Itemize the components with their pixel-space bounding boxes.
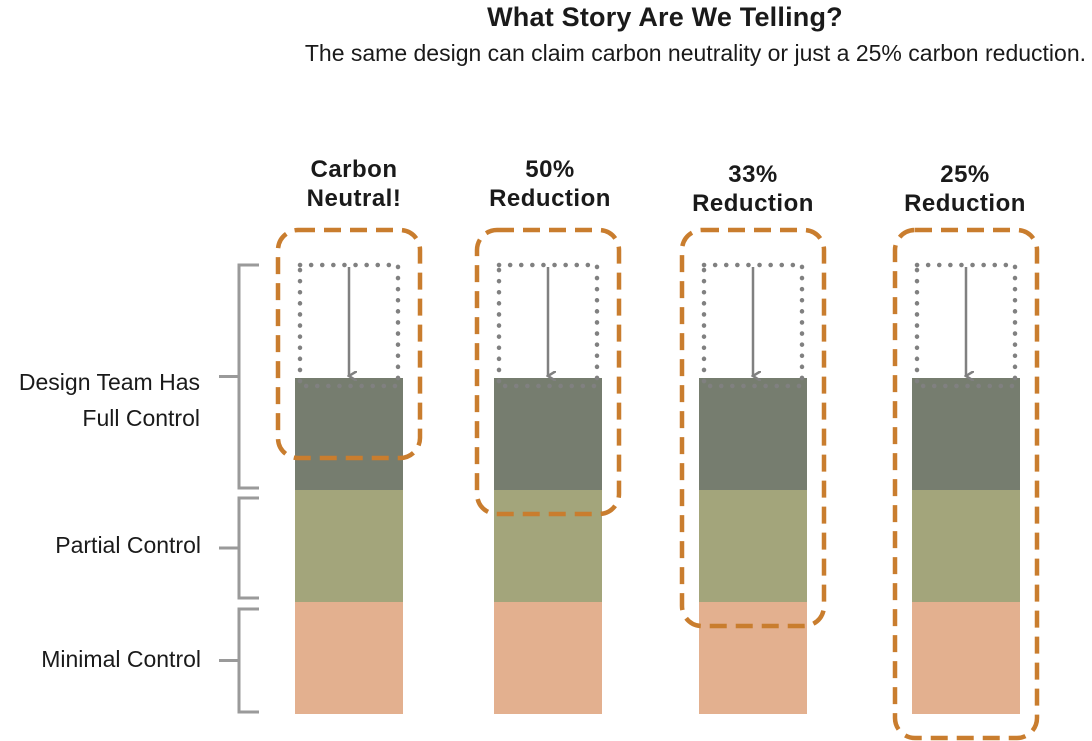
row-label-line2: Full Control	[82, 405, 200, 431]
scenario-label-line1: 25%	[940, 161, 990, 188]
target-dotted-box	[496, 262, 600, 389]
scenario-label-33-reduction: 33% Reduction	[668, 160, 838, 218]
bar-segment-partial-control	[699, 490, 807, 602]
scenario-label-carbon-neutral: Carbon Neutral!	[269, 155, 439, 213]
bracket-partial-control	[219, 496, 259, 600]
row-label-minimal-control: Minimal Control	[41, 646, 201, 672]
scenario-label-50-reduction: 50% Reduction	[465, 155, 635, 213]
scenario-label-line1: 33%	[728, 161, 778, 188]
bar-segment-minimal-control	[912, 602, 1020, 714]
scenario-label-line1: Carbon	[310, 156, 398, 183]
target-dotted-box	[297, 262, 401, 389]
row-label-line1: Design Team Has	[18, 369, 200, 395]
scenario-label-line2: Neutral!	[306, 185, 402, 212]
bar-segment-minimal-control	[494, 602, 602, 714]
row-label-partial-control: Partial Control	[55, 532, 201, 558]
scenario-label-line1: 50%	[525, 156, 575, 183]
scenario-label-line2: Reduction	[692, 190, 814, 217]
scope-highlight-box	[275, 227, 423, 461]
target-dotted-box	[914, 262, 1018, 389]
bar-segment-full-control	[295, 378, 403, 490]
bar-segment-full-control	[912, 378, 1020, 490]
chart-subtitle: The same design can claim carbon neutral…	[304, 40, 1086, 66]
bar-segment-minimal-control	[295, 602, 403, 714]
bar-segment-full-control	[494, 378, 602, 490]
chart-title: What Story Are We Telling?	[487, 2, 843, 32]
bracket-minimal-control	[219, 607, 259, 714]
bar-segment-partial-control	[494, 490, 602, 602]
bracket-full-control	[219, 263, 259, 490]
bar-segment-partial-control	[912, 490, 1020, 602]
bar-segment-full-control	[699, 378, 807, 490]
scenario-label-25-reduction: 25% Reduction	[880, 160, 1050, 218]
scenario-label-line2: Reduction	[904, 190, 1026, 217]
bar-segment-minimal-control	[699, 602, 807, 714]
scope-highlight-box	[474, 227, 622, 517]
target-dotted-box	[701, 262, 805, 389]
scenario-label-line2: Reduction	[489, 185, 611, 212]
bar-segment-partial-control	[295, 490, 403, 602]
scope-highlight-box	[892, 227, 1040, 741]
row-label-full-control: Design Team Has Full Control	[0, 364, 200, 436]
